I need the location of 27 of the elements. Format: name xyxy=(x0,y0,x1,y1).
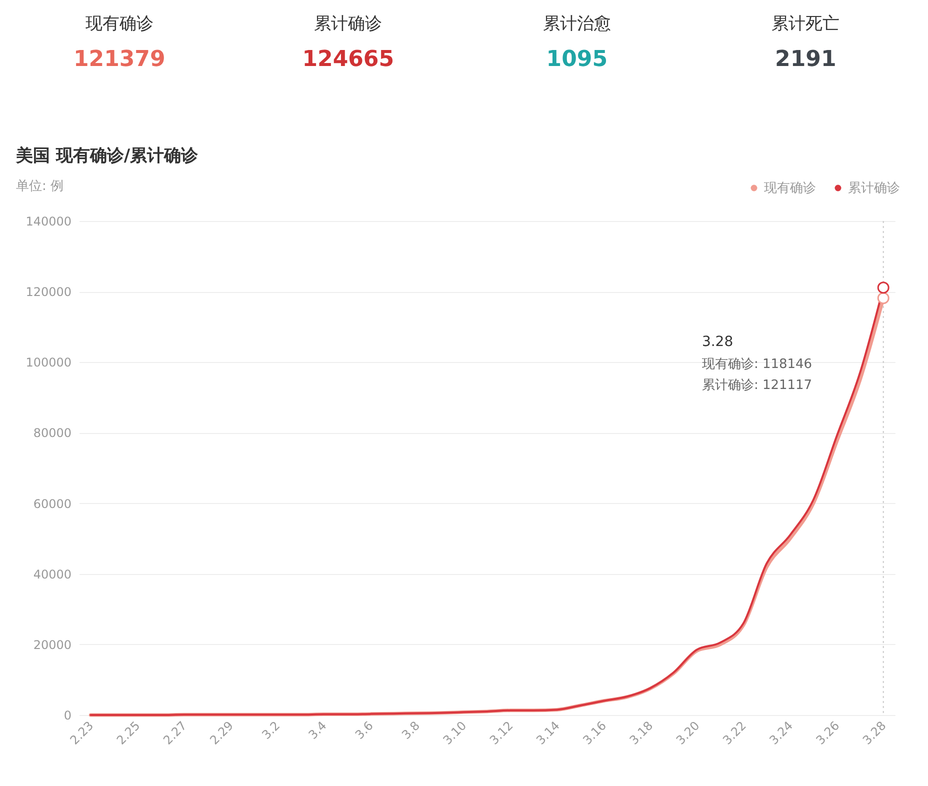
category-label: 累计治愈 xyxy=(542,14,611,34)
legend-label: 累计确诊 xyxy=(848,181,900,196)
x-tick-label: 3.2 xyxy=(259,718,283,742)
annotation: 累计确诊: 121117 xyxy=(702,378,812,393)
y-tick-label: 140000 xyxy=(26,214,72,228)
x-tick-label: 3.6 xyxy=(352,718,376,742)
x-tick-label: 3.4 xyxy=(306,718,330,742)
data-label: 2191 xyxy=(775,47,836,72)
y-tick-label: 100000 xyxy=(26,356,72,370)
category-label: 累计确诊 xyxy=(314,14,382,34)
annotation: 现有确诊: 118146 xyxy=(702,357,812,372)
y-tick-label: 40000 xyxy=(33,567,72,582)
chart-title: 美国 现有确诊/累计确诊 xyxy=(15,146,200,166)
y-tick-label: 120000 xyxy=(26,285,72,300)
y-tick-label: 20000 xyxy=(33,638,72,652)
y-tick-label: 0 xyxy=(64,708,72,722)
category-label: 累计死亡 xyxy=(772,14,840,34)
category-label: 现有确诊 xyxy=(85,14,154,34)
chart-subtitle: 单位: 例 xyxy=(16,179,64,194)
text: 3.28 xyxy=(702,334,734,350)
y-tick-label: 60000 xyxy=(33,496,72,511)
data-label: 1095 xyxy=(546,47,608,72)
y-tick-label: 80000 xyxy=(33,426,72,440)
legend-label: 现有确诊 xyxy=(764,181,816,196)
data-label: 121379 xyxy=(73,47,166,72)
x-tick-label: 3.8 xyxy=(399,718,423,742)
data-label: 124665 xyxy=(302,47,394,72)
